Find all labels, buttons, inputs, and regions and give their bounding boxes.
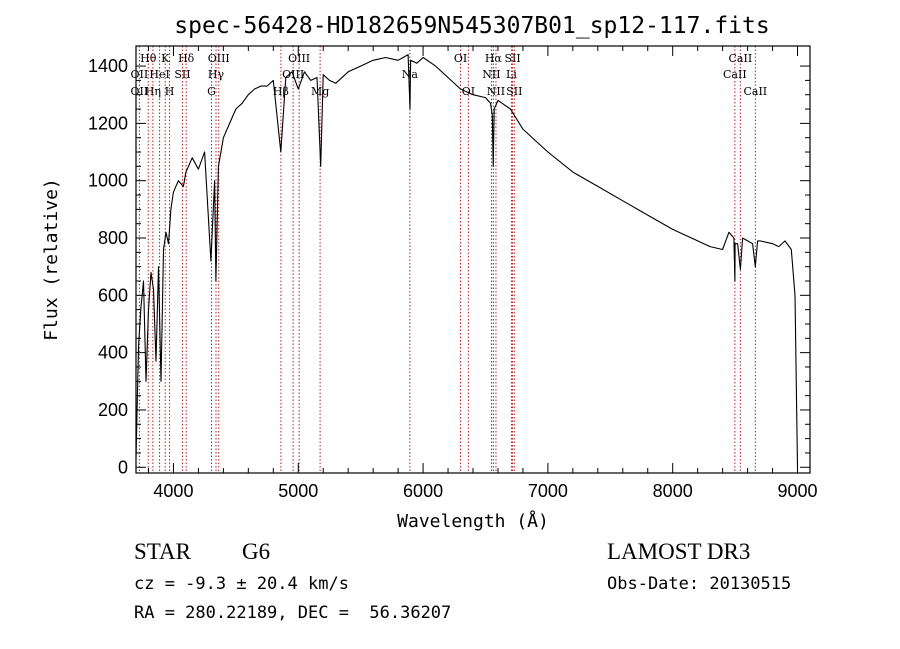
annotation-label: CaII <box>729 52 753 65</box>
annotation-label: OIII <box>208 52 230 65</box>
y-tick-label: 400 <box>98 343 128 363</box>
x-tick-label: 6000 <box>403 481 443 501</box>
x-tick-label: 4000 <box>153 481 193 501</box>
annotation-label: OIII <box>288 52 310 65</box>
annotation-label: Hη <box>145 85 161 98</box>
y-tick-label: 1000 <box>88 171 128 191</box>
annotation-label: NII <box>482 68 500 81</box>
annotation-label: G <box>207 85 216 98</box>
y-axis: 0 200 400 600 800 1000 1200 1400 <box>88 56 810 477</box>
y-tick-label: 0 <box>118 457 128 477</box>
flux-series-line <box>135 54 799 468</box>
coordinates: RA = 280.22189, DEC = 56.36207 <box>134 603 452 623</box>
annotation-label: OII <box>131 85 149 98</box>
annotation-label: SII <box>506 85 522 98</box>
annotation-label: Hθ <box>140 52 157 65</box>
observation-date: Obs-Date: 20130515 <box>607 574 792 594</box>
annotation-label: Hδ <box>178 52 195 65</box>
y-tick-label: 200 <box>98 400 128 420</box>
chart-title: spec-56428-HD182659N545307B01_sp12-117.f… <box>174 13 769 39</box>
annotation-label: H <box>165 85 175 98</box>
x-tick-label: 8000 <box>653 481 693 501</box>
y-tick-label: 800 <box>98 228 128 248</box>
y-tick-label: 600 <box>98 285 128 305</box>
y-axis-label: Flux (relative) <box>41 178 62 341</box>
survey-release: LAMOST DR3 <box>607 539 751 564</box>
y-tick-label: 1400 <box>88 56 128 76</box>
object-subclass: G6 <box>242 539 271 564</box>
object-class: STAR <box>134 539 191 564</box>
line-markers <box>138 46 756 473</box>
x-tick-label: 7000 <box>528 481 568 501</box>
annotation-label: Hα <box>485 52 503 65</box>
x-tick-label: 9000 <box>777 481 817 501</box>
annotation-label: OI <box>462 85 475 98</box>
redshift-value: cz = -9.3 ± 20.4 km/s <box>134 574 349 594</box>
annotation-label: NII <box>487 85 505 98</box>
annotation-label: OI <box>454 52 467 65</box>
annotation-label: OII <box>131 68 149 81</box>
annotation-label: CaII <box>723 68 747 81</box>
y-tick-label: 1200 <box>88 113 128 133</box>
annotation-label: HeI <box>149 68 169 81</box>
annotation-label: SII <box>174 68 190 81</box>
annotation-label: SII <box>504 52 520 65</box>
annotation-label: Li <box>506 68 517 81</box>
plot-frame <box>135 45 811 474</box>
x-tick-label: 5000 <box>278 481 318 501</box>
x-axis-label: Wavelength (Å) <box>397 510 549 532</box>
annotation-label: Mg <box>311 85 329 98</box>
annotation-label: CaII <box>743 85 767 98</box>
annotation-label: K <box>161 52 170 65</box>
x-axis: 4000 5000 6000 7000 8000 9000 <box>147 46 818 501</box>
annotation-label: Hγ <box>208 68 225 81</box>
